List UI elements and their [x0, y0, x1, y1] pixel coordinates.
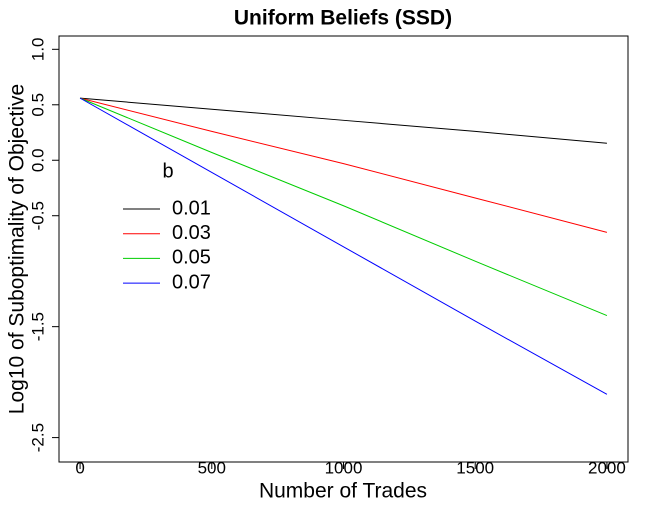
- plot-frame: [58, 35, 629, 463]
- x-tick-label: 1000: [325, 458, 363, 477]
- chart-title: Uniform Beliefs (SSD): [234, 7, 452, 30]
- legend-label: 0.05: [172, 247, 211, 269]
- legend-label: 0.07: [172, 271, 211, 293]
- y-axis-label: Log10 of Suboptimality of Objective: [6, 84, 29, 414]
- y-tick-label: 1.0: [28, 37, 47, 61]
- y-tick-label: -2.5: [28, 423, 47, 452]
- x-tick-label: 500: [198, 458, 226, 477]
- x-axis-label: Number of Trades: [259, 480, 427, 503]
- y-tick-label: -1.5: [28, 312, 47, 341]
- legend-title: b: [162, 160, 173, 182]
- legend-label: 0.01: [172, 197, 211, 219]
- series-line: [79, 97, 608, 317]
- x-tick-label: 1500: [456, 458, 494, 477]
- series-line: [79, 97, 608, 233]
- series-line: [80, 97, 607, 144]
- y-tick-label: 0.5: [28, 93, 47, 117]
- y-tick-label: -0.5: [28, 201, 47, 230]
- y-tick-label: 0.0: [28, 148, 47, 172]
- x-tick-label: 2000: [588, 458, 626, 477]
- x-tick-label: 0: [75, 458, 84, 477]
- legend-label: 0.03: [172, 222, 211, 244]
- series-line: [79, 97, 608, 395]
